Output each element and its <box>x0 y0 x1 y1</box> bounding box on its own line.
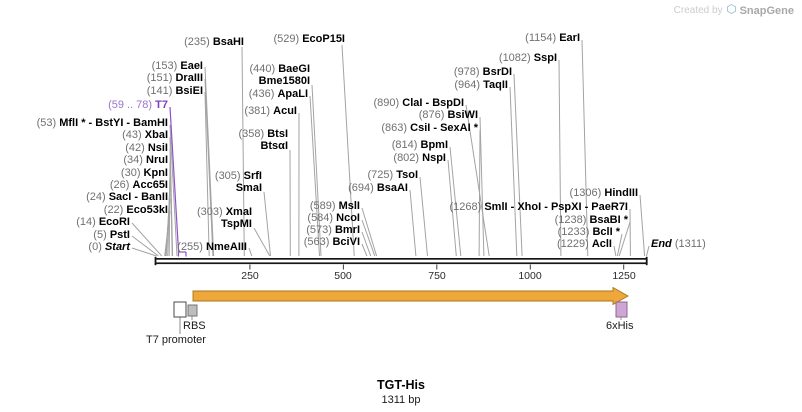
rbs-label: RBS <box>183 320 206 332</box>
enzyme-site-label: (584) NcoI <box>307 212 360 224</box>
orf-arrow <box>192 286 629 306</box>
enzyme-site-label: (5) PstI <box>93 229 130 241</box>
enzyme-site-label: (1154) EarI <box>525 32 580 44</box>
map-length-row: 1311 bp <box>0 390 802 408</box>
enzyme-site-label: (1233) BclI * <box>557 226 620 238</box>
watermark-prefix: Created by <box>673 5 723 16</box>
end-label: End (1311) <box>651 238 706 250</box>
enzyme-site-label: (978) BsrDI <box>453 66 512 78</box>
enzyme-site-label: (14) EcoRI <box>76 216 130 228</box>
enzyme-site-label: (53) MflI * - BstYI - BamHI <box>36 117 168 129</box>
enzyme-site-label: (964) TaqII <box>454 79 508 91</box>
snapgene-logo-icon <box>726 3 736 17</box>
enzyme-site-label: (22) Eco53kI <box>103 204 168 216</box>
enzyme-site-label: (34) NruI <box>123 154 168 166</box>
watermark: Created by SnapGene <box>673 3 794 17</box>
enzyme-site-label: (1082) SspI <box>498 52 557 64</box>
ruler-tick-1250: 1250 <box>612 270 636 282</box>
enzyme-site-label: (30) KpnI <box>120 167 168 179</box>
enzyme-site-label: (563) BciVI <box>303 236 360 248</box>
enzyme-site-label: (814) BpmI <box>391 139 448 151</box>
sequence-line <box>154 256 648 266</box>
map-title: TGT-His <box>377 378 425 392</box>
enzyme-site-label: (589) MslI <box>309 200 360 212</box>
enzyme-site-label: (151) DraIII <box>146 72 203 84</box>
start-label: (0) Start <box>88 241 130 253</box>
enzyme-site-label: (725) TsoI <box>367 169 418 181</box>
leader-lines <box>131 39 650 257</box>
enzyme-site-label: (1229) AclI <box>556 238 612 250</box>
enzyme-site-label: (890) ClaI - BspDI <box>373 97 464 109</box>
enzyme-site-label: (1306) HindIII <box>569 187 638 199</box>
t7-promoter-glyph <box>173 301 187 318</box>
enzyme-site-label: (235) BsaHI <box>184 36 244 48</box>
feature-connectors <box>179 316 622 334</box>
rbs-glyph <box>187 304 198 317</box>
enzyme-site-label: (24) SacI - BanII <box>86 191 168 203</box>
t7-region-label: (59 .. 78) T7 <box>108 99 168 111</box>
enzyme-site-label: (436) ApaLI <box>248 88 308 100</box>
enzyme-site-label: (42) NsiI <box>125 142 168 154</box>
enzyme-site-label: (1268) SmlI - XhoI - PspXI - PaeR7I <box>449 201 628 213</box>
enzyme-site-label: (863) CsiI - SexAI * <box>381 122 478 134</box>
his-tag-label: 6xHis <box>606 320 634 332</box>
enzyme-site-label: (303) XmaI TspMI <box>196 206 252 230</box>
enzyme-site-label: (381) AcuI <box>244 105 297 117</box>
t7-promoter-label: T7 promoter <box>146 334 206 346</box>
enzyme-site-label: (26) Acc65I <box>109 179 168 191</box>
ruler-tick-750: 750 <box>428 270 446 282</box>
enzyme-site-label: (358) BtsI BtsαI <box>238 128 288 152</box>
watermark-brand: SnapGene <box>739 4 794 17</box>
t7-region-bracket <box>169 106 187 257</box>
ruler-tick-1000: 1000 <box>518 270 542 282</box>
ruler-tick-500: 500 <box>334 270 352 282</box>
enzyme-site-label: (141) BsiEI <box>146 85 203 97</box>
enzyme-site-label: (529) EcoP15I <box>273 33 345 45</box>
enzyme-site-label: (305) SrfI SmaI <box>214 170 262 194</box>
map-length: 1311 bp <box>381 394 421 406</box>
his-tag-glyph <box>615 301 628 318</box>
enzyme-site-label: (802) NspI <box>393 152 446 164</box>
enzyme-site-label: (1238) BsaBI * <box>554 214 628 226</box>
ruler-ticks <box>249 264 625 270</box>
map-title-row: TGT-His <box>0 376 802 394</box>
enzyme-site-label: (440) BaeGI Bme1580I <box>249 63 310 87</box>
enzyme-site-label: (573) BmrI <box>306 224 360 236</box>
enzyme-site-label: (255) NmeAIII <box>177 241 247 253</box>
ruler-tick-250: 250 <box>241 270 259 282</box>
enzyme-site-label: (876) BsiWI <box>418 109 478 121</box>
enzyme-site-label: (694) BsaAI <box>348 182 408 194</box>
enzyme-site-label: (43) XbaI <box>122 129 168 141</box>
enzyme-site-label: (153) EaeI <box>151 60 203 72</box>
